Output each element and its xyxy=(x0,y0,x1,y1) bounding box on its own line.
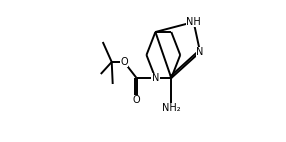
Text: O: O xyxy=(120,57,128,67)
Text: O: O xyxy=(133,95,140,105)
Text: N: N xyxy=(196,47,204,57)
Text: N: N xyxy=(152,73,159,83)
Text: NH₂: NH₂ xyxy=(162,103,181,113)
Text: NH: NH xyxy=(186,17,201,27)
